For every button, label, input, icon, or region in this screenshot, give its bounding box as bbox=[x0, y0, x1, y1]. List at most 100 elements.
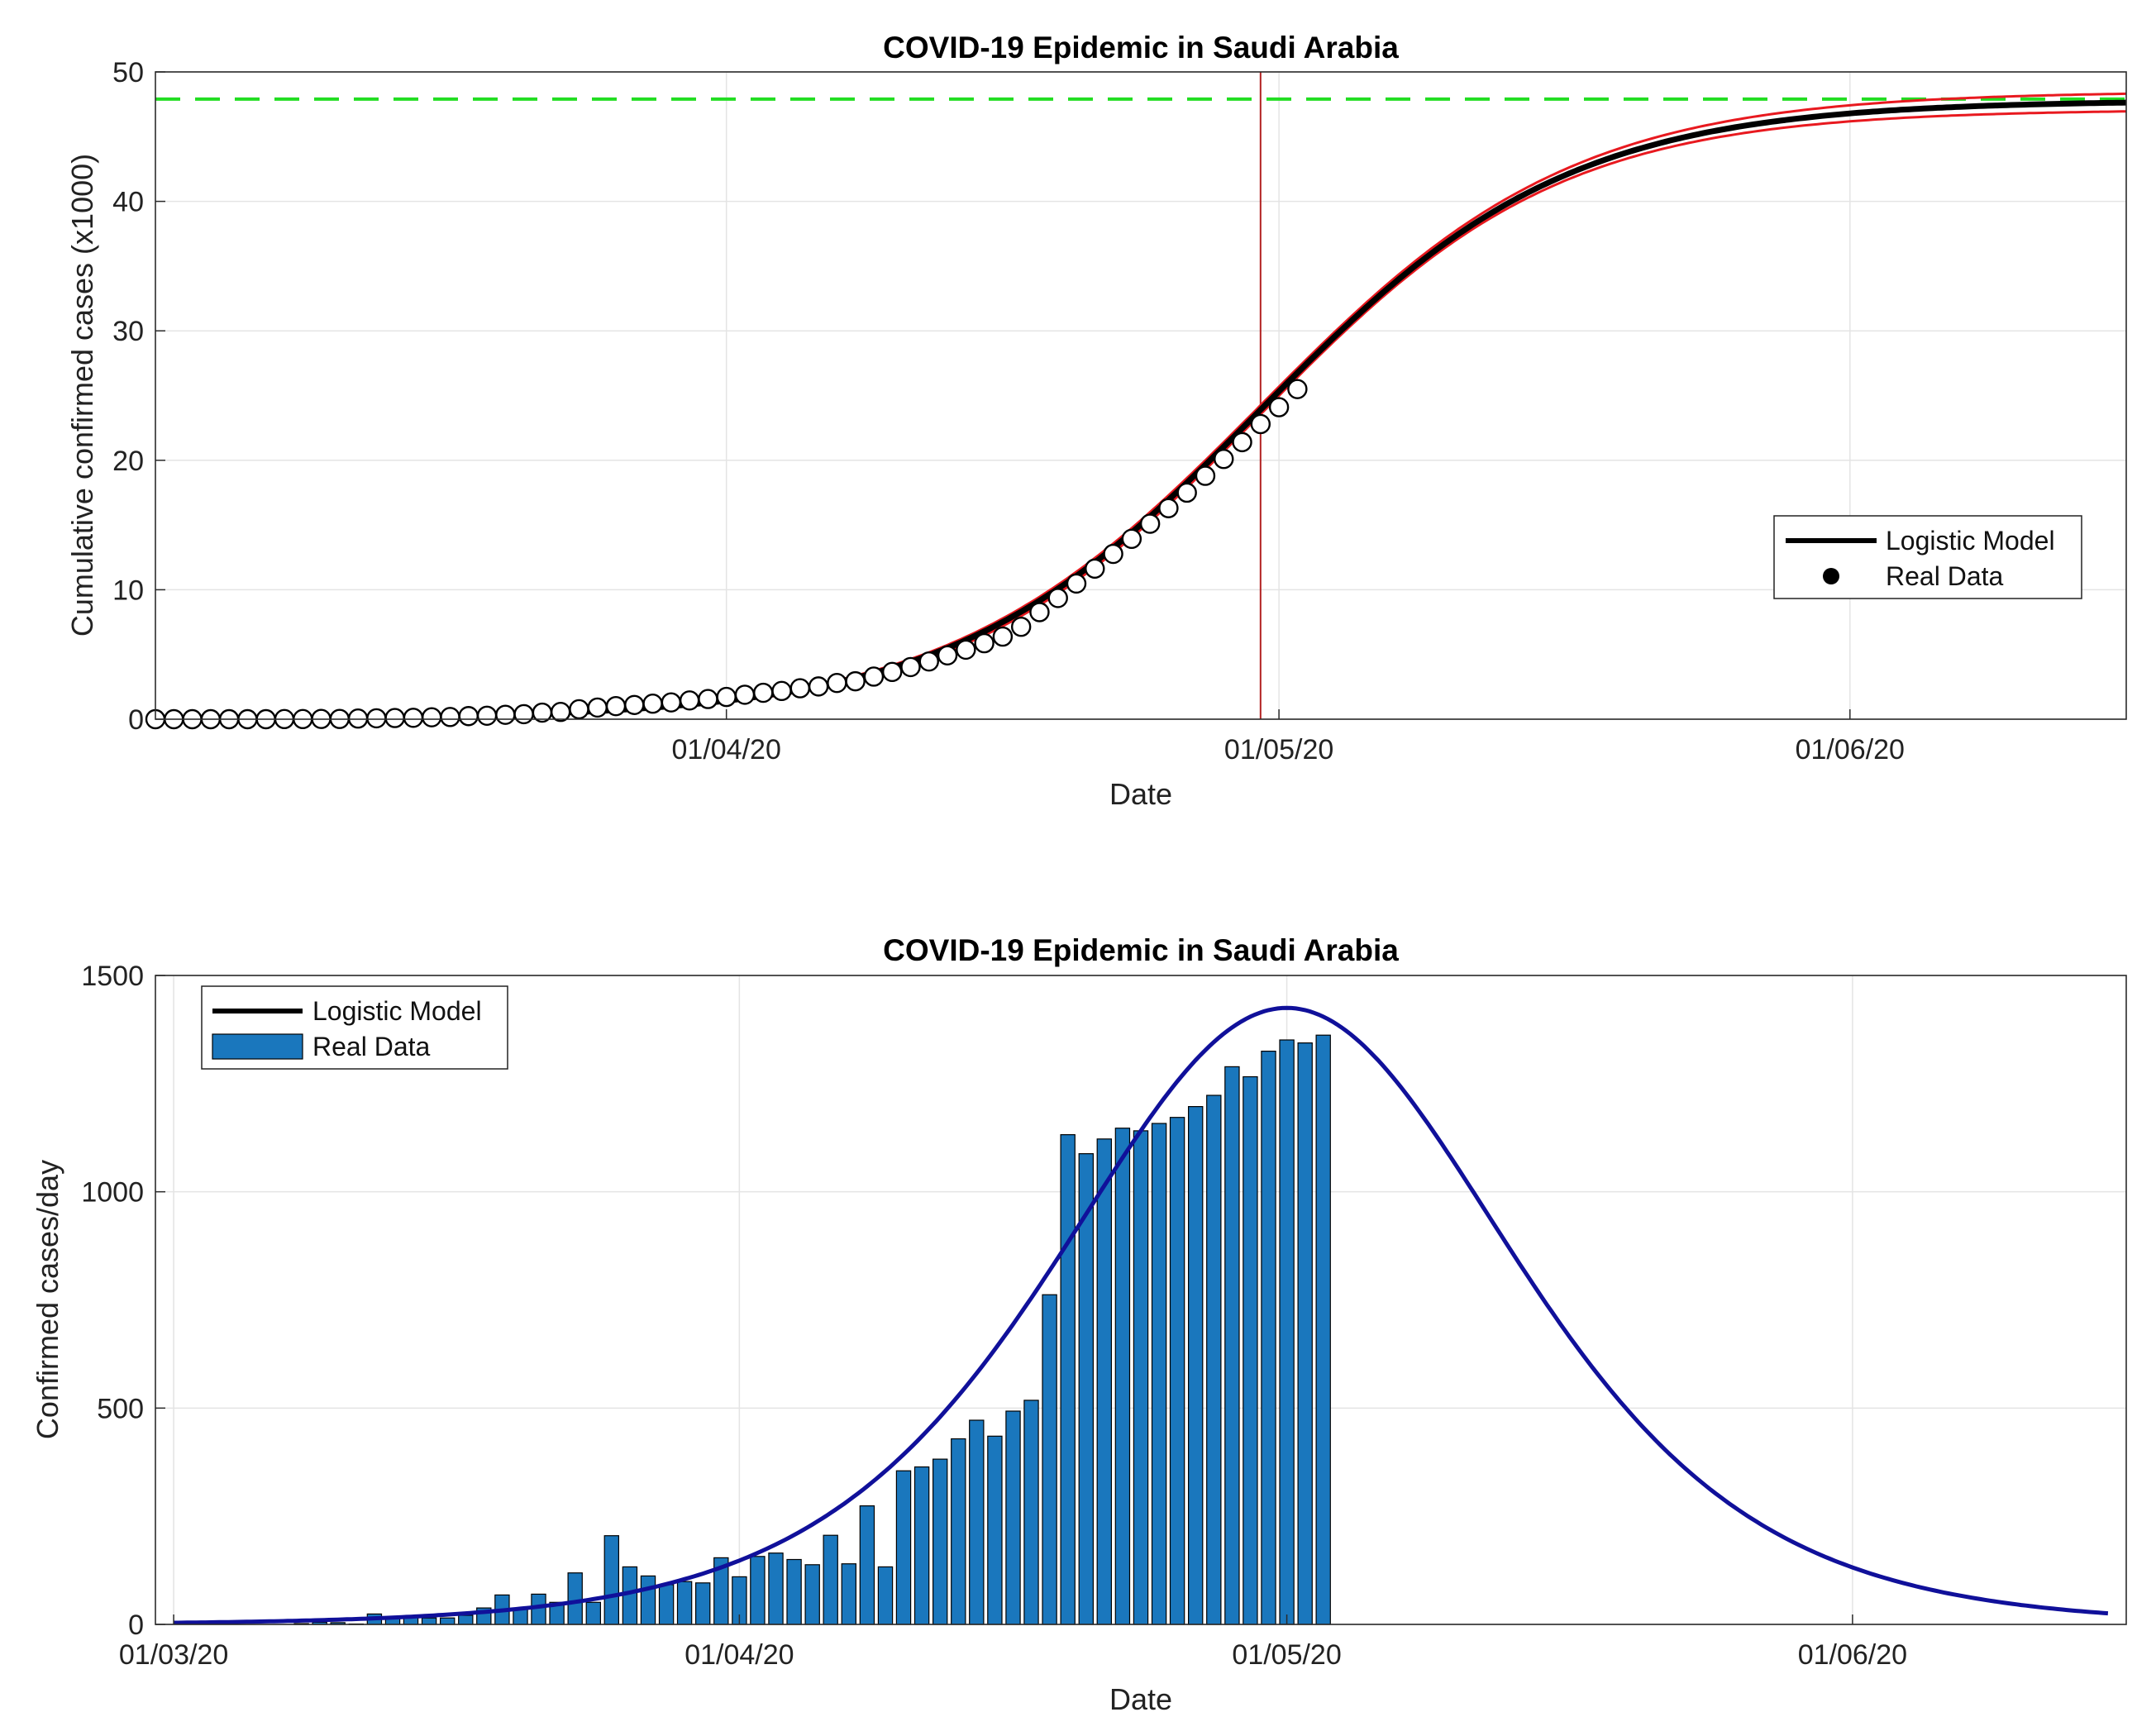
cumulative-data-point bbox=[679, 690, 700, 711]
cumulative-legend: Logistic Model Real Data bbox=[1773, 515, 2082, 599]
cumulative-data-point bbox=[642, 694, 663, 714]
cumulative-data-point bbox=[1121, 528, 1142, 550]
cumulative-data-point bbox=[753, 682, 774, 703]
cumulative-data-point bbox=[918, 651, 939, 672]
cumulative-data-point bbox=[1176, 482, 1197, 503]
cumulative-data-point bbox=[476, 705, 498, 726]
daily-data-bar bbox=[585, 1601, 602, 1625]
cumulative-data-point bbox=[1287, 379, 1308, 399]
cumulative-data-point bbox=[956, 639, 976, 661]
cumulative-data-point bbox=[624, 694, 645, 715]
daily-data-bar bbox=[603, 1535, 620, 1625]
cumulative-data-point bbox=[1010, 616, 1032, 637]
daily-data-bar bbox=[1169, 1117, 1185, 1625]
cumulative-data-point bbox=[789, 678, 811, 699]
daily-data-bar bbox=[1315, 1034, 1331, 1625]
daily-ticks: 0 500 1000 1500 01/03/20 01/04/20 01/05/20 01/0… bbox=[81, 961, 1907, 1671]
cumulative-y-axis-label: Cumulative confirmed cases (x1000) bbox=[65, 154, 99, 637]
cumulative-data-point bbox=[845, 670, 866, 692]
daily-y-tick-label: 500 bbox=[97, 1393, 144, 1424]
cumulative-data-point bbox=[495, 704, 516, 725]
cumulative-data-point bbox=[1195, 465, 1216, 486]
cumulative-data-point bbox=[1085, 558, 1105, 579]
daily-data-bar bbox=[1096, 1138, 1112, 1625]
daily-data-bar bbox=[439, 1617, 456, 1625]
daily-data-bar bbox=[567, 1572, 583, 1625]
daily-data-bar bbox=[768, 1552, 784, 1625]
cumulative-data-point bbox=[882, 661, 903, 683]
daily-legend-label-model: Logistic Model bbox=[312, 996, 482, 1026]
cumulative-data-point bbox=[863, 666, 885, 687]
cumulative-data-point bbox=[458, 706, 479, 727]
daily-data-bar bbox=[1206, 1095, 1222, 1625]
daily-data-bar bbox=[676, 1581, 693, 1625]
daily-y-tick-label: 1500 bbox=[81, 961, 144, 992]
cumulative-y-tick-label: 40 bbox=[112, 187, 144, 218]
cumulative-data-point bbox=[1029, 602, 1050, 622]
daily-data-bar bbox=[694, 1582, 711, 1625]
cumulative-data-point bbox=[1232, 432, 1252, 453]
cumulative-data-point bbox=[1214, 449, 1234, 470]
cumulative-chart: 0 10 20 30 40 50 01/04/20 01/05/20 01/06/20 COVI… bbox=[65, 31, 2127, 811]
daily-data-bar bbox=[951, 1438, 966, 1625]
cumulative-x-axis-label: Date bbox=[1109, 777, 1172, 811]
daily-x-axis-label: Date bbox=[1109, 1682, 1172, 1716]
cumulative-legend-label-model: Logistic Model bbox=[1886, 526, 2055, 556]
daily-plot-frame bbox=[155, 975, 2127, 1625]
cumulative-data-point bbox=[827, 672, 847, 694]
cumulative-y-tick-label: 0 bbox=[128, 704, 144, 736]
daily-data-bar bbox=[1114, 1128, 1131, 1625]
cumulative-legend-marker-swatch bbox=[1823, 568, 1839, 584]
daily-x-tick-label: 01/06/20 bbox=[1798, 1639, 1907, 1671]
daily-x-tick-label: 01/05/20 bbox=[1232, 1639, 1341, 1671]
cumulative-x-tick-label: 01/06/20 bbox=[1796, 734, 1905, 765]
daily-legend-bar-swatch bbox=[212, 1033, 303, 1060]
daily-data-bar bbox=[1023, 1400, 1039, 1625]
daily-y-tick-label: 0 bbox=[128, 1610, 144, 1641]
cumulative-y-tick-label: 30 bbox=[112, 316, 144, 347]
cumulative-data-point bbox=[1139, 513, 1161, 534]
cumulative-data-point bbox=[569, 699, 589, 720]
daily-data-bar bbox=[1224, 1066, 1240, 1625]
cumulative-data-point bbox=[605, 695, 627, 717]
daily-data-bar bbox=[1279, 1039, 1295, 1625]
daily-data-bar bbox=[987, 1435, 1003, 1625]
daily-data-bar bbox=[841, 1563, 857, 1625]
daily-data-bar bbox=[622, 1566, 638, 1625]
daily-data-bar bbox=[932, 1458, 948, 1625]
cumulative-x-tick-label: 01/04/20 bbox=[672, 734, 781, 765]
cumulative-data-point bbox=[1158, 498, 1179, 518]
cumulative-data-point bbox=[384, 708, 405, 728]
cumulative-data-point bbox=[550, 702, 571, 723]
cumulative-data-point bbox=[440, 707, 460, 727]
daily-data-bar bbox=[823, 1534, 838, 1625]
daily-chart-title: COVID-19 Epidemic in Saudi Arabia bbox=[883, 933, 1399, 967]
cumulative-data-point bbox=[366, 708, 387, 729]
cumulative-x-tick-label: 01/05/20 bbox=[1224, 734, 1333, 765]
cumulative-data-point bbox=[1047, 588, 1068, 608]
daily-data-bar bbox=[969, 1419, 985, 1625]
cumulative-ticks: 0 10 20 30 40 50 01/04/20 01/05/20 01/06/20 bbox=[112, 57, 1905, 765]
daily-data-bar bbox=[895, 1470, 912, 1625]
daily-data-bar bbox=[658, 1584, 675, 1625]
daily-data-bar bbox=[1151, 1123, 1167, 1625]
daily-legend: Logistic Model Real Data bbox=[201, 985, 508, 1070]
cumulative-data-point bbox=[1103, 543, 1123, 565]
cumulative-data-point bbox=[1066, 573, 1087, 594]
daily-data-bar bbox=[458, 1614, 474, 1625]
daily-data-bar bbox=[1261, 1050, 1276, 1625]
daily-x-tick-label: 01/04/20 bbox=[684, 1639, 794, 1671]
cumulative-data-point bbox=[716, 686, 737, 708]
cumulative-plot-area bbox=[155, 72, 2126, 719]
cumulative-data-point bbox=[403, 708, 424, 728]
cumulative-y-tick-label: 10 bbox=[112, 575, 144, 606]
daily-data-bar bbox=[804, 1564, 820, 1625]
cumulative-data-point bbox=[771, 680, 792, 702]
daily-data-bar bbox=[859, 1505, 875, 1625]
daily-model-line bbox=[174, 1005, 2109, 1625]
daily-data-bar bbox=[786, 1558, 802, 1625]
daily-chart: 0 500 1000 1500 01/03/20 01/04/20 01/05/20 01/0… bbox=[31, 933, 2127, 1716]
cumulative-data-point bbox=[698, 689, 718, 709]
daily-data-bar bbox=[750, 1556, 766, 1625]
